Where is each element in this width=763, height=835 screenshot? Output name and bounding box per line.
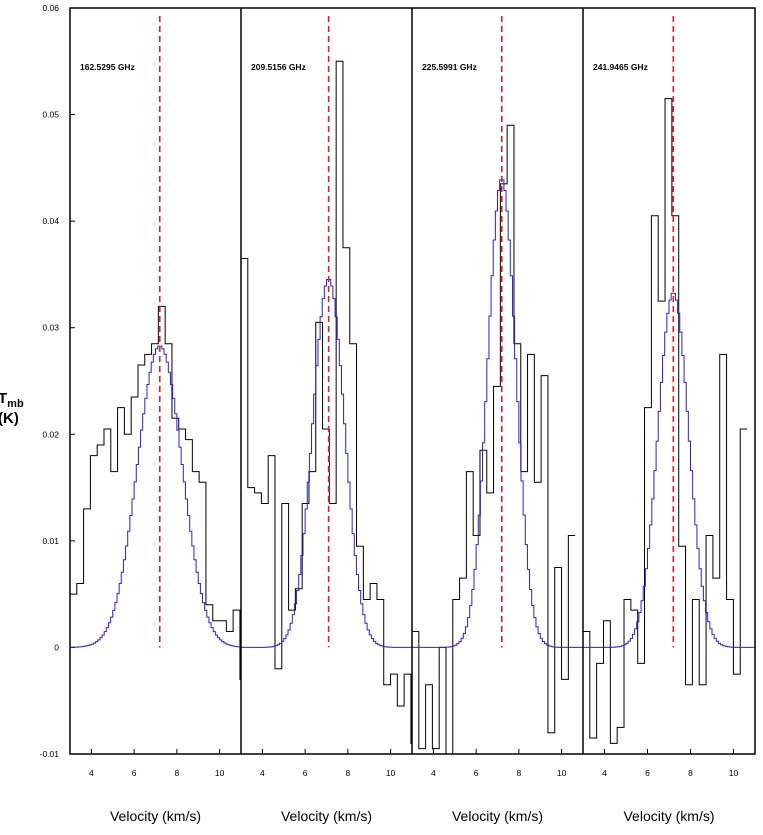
- y-axis-label-main: T: [0, 390, 8, 407]
- model-fit-2: [241, 279, 412, 648]
- model-fit-3: [412, 179, 583, 648]
- x-tick-label: 8: [175, 768, 180, 778]
- y-tick-label: 0: [54, 642, 59, 652]
- x-tick-label: 4: [602, 768, 607, 778]
- x-tick-label: 4: [431, 768, 436, 778]
- observed-spectrum-1: [70, 305, 241, 680]
- x-tick-label: 6: [645, 768, 650, 778]
- x-tick-label: 8: [517, 768, 522, 778]
- model-fit-4: [583, 292, 755, 648]
- x-tick-label: 10: [386, 768, 396, 778]
- panel-frequency-label: 241.9465 GHz: [593, 62, 648, 72]
- y-tick-label: 0.02: [42, 429, 59, 439]
- x-axis-label: Velocity (km/s): [110, 808, 201, 824]
- x-tick-label: 10: [557, 768, 567, 778]
- y-tick-label: 0.05: [42, 110, 59, 120]
- panel-frequency-label: 225.5991 GHz: [422, 62, 477, 72]
- y-axis-label-unit: (K): [0, 410, 19, 427]
- x-tick-label: 6: [474, 768, 479, 778]
- panel-frequency-label: 162.5295 GHz: [80, 62, 135, 72]
- x-tick-label: 8: [346, 768, 351, 778]
- x-tick-label: 6: [132, 768, 137, 778]
- x-axis-label: Velocity (km/s): [281, 808, 372, 824]
- observed-spectrum-4: [583, 98, 748, 744]
- x-tick-label: 10: [215, 768, 225, 778]
- y-axis-label-sub: mb: [7, 398, 24, 410]
- x-tick-label: 4: [260, 768, 265, 778]
- y-tick-label: 0.04: [42, 216, 59, 226]
- x-tick-label: 4: [89, 768, 94, 778]
- observed-spectrum-3: [412, 124, 576, 754]
- x-tick-label: 6: [303, 768, 308, 778]
- x-axis-label: Velocity (km/s): [623, 808, 714, 824]
- y-tick-label: 0.01: [42, 536, 59, 546]
- x-axis-label: Velocity (km/s): [452, 808, 543, 824]
- x-tick-label: 8: [688, 768, 693, 778]
- y-tick-label: 0.03: [42, 323, 59, 333]
- panel-frequency-label: 209.5156 GHz: [251, 62, 306, 72]
- y-tick-label: -0.01: [40, 749, 60, 759]
- y-tick-label: 0.06: [42, 3, 59, 13]
- x-tick-label: 10: [729, 768, 739, 778]
- model-fit-1: [70, 345, 241, 648]
- y-axis-label: Tmb (K): [0, 390, 38, 427]
